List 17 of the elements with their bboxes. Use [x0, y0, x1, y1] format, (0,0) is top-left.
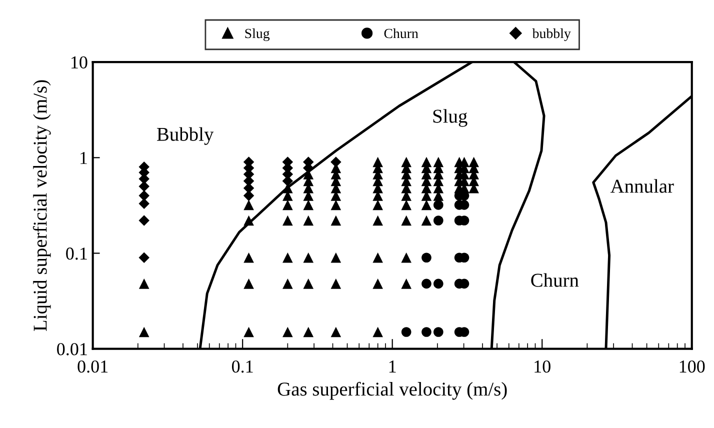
x-tick-label: 0.1 [232, 360, 253, 373]
y-tick-label: 0.01 [57, 343, 87, 356]
annotation: Slug [433, 109, 468, 127]
legend-label: bubbly [532, 28, 571, 42]
x-axis-title: Gas superficial velocity (m/s) [278, 382, 507, 400]
annotation: Bubbly [157, 127, 214, 145]
y-axis-title: Liquid superficial velocity (m/s) [32, 80, 51, 331]
x-tick-label: 100 [680, 360, 705, 373]
y-tick-label: 1 [80, 152, 87, 164]
annotation: Annular [610, 179, 674, 193]
legend-label: Churn [384, 28, 418, 38]
y-tick-label: 0.1 [66, 247, 87, 260]
legend-label: Slug [245, 28, 270, 42]
y-tick-label: 10 [71, 56, 88, 68]
x-tick-label: 10 [534, 360, 550, 373]
annotation: Churn [531, 273, 579, 287]
x-tick-label: 1 [389, 360, 396, 372]
